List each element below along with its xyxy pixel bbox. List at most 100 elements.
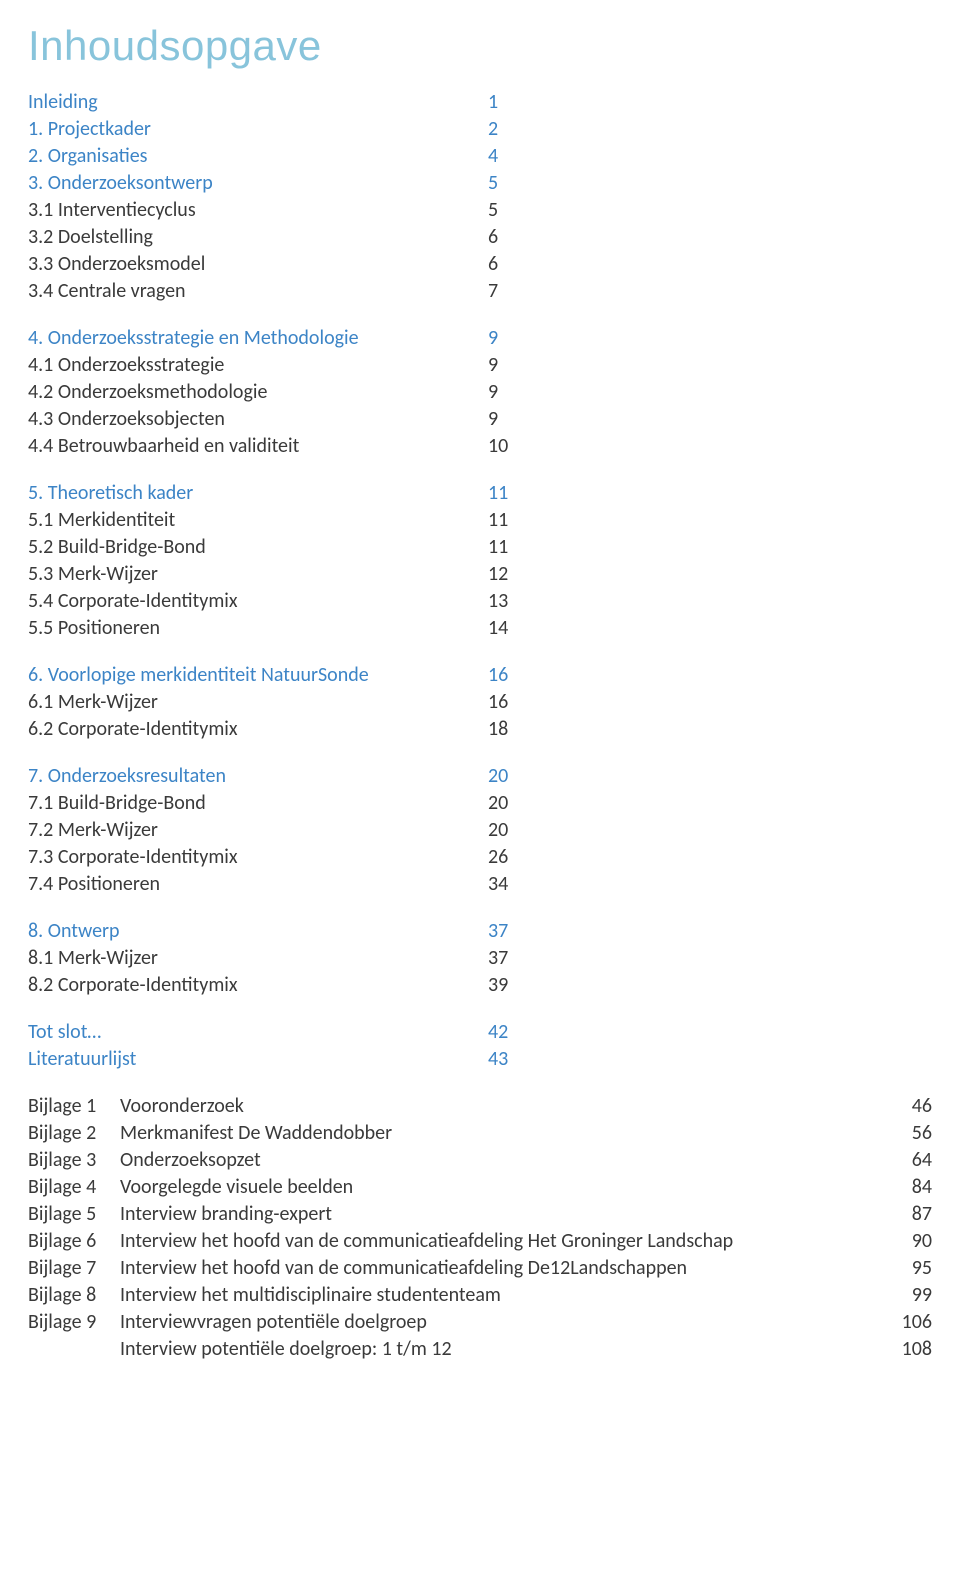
toc-page-number: 6	[488, 251, 498, 278]
toc-row: 3.4 Centrale vragen7	[28, 278, 932, 305]
toc-sub-label: 3.3 Onderzoeksmodel	[28, 251, 488, 278]
appendix-row: Bijlage 9Interviewvragen potentiële doel…	[28, 1309, 932, 1336]
appendix-title: Onderzoeksopzet	[120, 1147, 882, 1174]
toc-page-number: 16	[488, 689, 508, 716]
toc-page-number: 10	[488, 433, 508, 460]
toc-row: 7.2 Merk-Wijzer20	[28, 817, 932, 844]
appendix-row: Bijlage 5Interview branding-expert87	[28, 1201, 932, 1228]
toc-section: Tot slot…42Literatuurlijst43	[28, 1019, 932, 1073]
toc-page-number: 9	[488, 325, 498, 352]
toc-page-number: 1	[488, 89, 498, 116]
toc-page-number: 13	[488, 588, 508, 615]
appendix-row: Bijlage 3Onderzoeksopzet64	[28, 1147, 932, 1174]
toc-page-number: 4	[488, 143, 498, 170]
appendix-label: Bijlage 2	[28, 1120, 120, 1147]
toc-heading-label: 1. Projectkader	[28, 116, 488, 143]
toc-page-number: 11	[488, 480, 508, 507]
toc-row: 3. Onderzoeksontwerp5	[28, 170, 932, 197]
toc-page-number: 20	[488, 763, 508, 790]
toc-row: 8.1 Merk-Wijzer37	[28, 945, 932, 972]
toc-row: 4.1 Onderzoeksstrategie9	[28, 352, 932, 379]
toc-row: 5.3 Merk-Wijzer12	[28, 561, 932, 588]
appendix-title: Vooronderzoek	[120, 1093, 882, 1120]
toc-row: Tot slot…42	[28, 1019, 932, 1046]
toc-row: 5.4 Corporate-Identitymix13	[28, 588, 932, 615]
appendix-row: Bijlage 2Merkmanifest De Waddendobber56	[28, 1120, 932, 1147]
toc-page-number: 9	[488, 406, 498, 433]
toc-heading-label: Inleiding	[28, 89, 488, 116]
appendix-title: Interview het hoofd van de communicatiea…	[120, 1228, 882, 1255]
toc-page-number: 26	[488, 844, 508, 871]
toc-page-number: 37	[488, 945, 508, 972]
toc-sub-label: 7.3 Corporate-Identitymix	[28, 844, 488, 871]
appendix-list: Bijlage 1Vooronderzoek46Bijlage 2Merkman…	[28, 1093, 932, 1363]
toc-page-number: 6	[488, 224, 498, 251]
appendix-title: Interview het multidisciplinaire student…	[120, 1282, 882, 1309]
appendix-title: Interview het hoofd van de communicatiea…	[120, 1255, 882, 1282]
appendix-row: Bijlage 6Interview het hoofd van de comm…	[28, 1228, 932, 1255]
appendix-row: Bijlage 8Interview het multidisciplinair…	[28, 1282, 932, 1309]
toc-heading-label: 4. Onderzoeksstrategie en Methodologie	[28, 325, 488, 352]
toc-page-number: 16	[488, 662, 508, 689]
toc-heading-label: Literatuurlijst	[28, 1046, 488, 1073]
toc-row: 5.5 Positioneren14	[28, 615, 932, 642]
toc-row: 2. Organisaties4	[28, 143, 932, 170]
toc-section: 4. Onderzoeksstrategie en Methodologie94…	[28, 325, 932, 460]
toc-sub-label: 6.2 Corporate-Identitymix	[28, 716, 488, 743]
toc-page-number: 11	[488, 534, 508, 561]
toc-sub-label: 5.3 Merk-Wijzer	[28, 561, 488, 588]
appendix-row: Bijlage 7Interview het hoofd van de comm…	[28, 1255, 932, 1282]
toc-row: 5.1 Merkidentiteit11	[28, 507, 932, 534]
toc-sub-label: 7.4 Positioneren	[28, 871, 488, 898]
appendix-title: Interview potentiële doelgroep: 1 t/m 12	[120, 1336, 882, 1363]
toc-sub-label: 4.3 Onderzoeksobjecten	[28, 406, 488, 433]
toc-sub-label: 7.1 Build-Bridge-Bond	[28, 790, 488, 817]
toc-section: 8. Ontwerp378.1 Merk-Wijzer378.2 Corpora…	[28, 918, 932, 999]
toc-row: 7.3 Corporate-Identitymix26	[28, 844, 932, 871]
toc-row: 1. Projectkader2	[28, 116, 932, 143]
toc-heading-label: 8. Ontwerp	[28, 918, 488, 945]
toc-sub-label: 3.1 Interventiecyclus	[28, 197, 488, 224]
toc-sub-label: 3.2 Doelstelling	[28, 224, 488, 251]
toc-row: 8. Ontwerp37	[28, 918, 932, 945]
toc-heading-label: 3. Onderzoeksontwerp	[28, 170, 488, 197]
toc-section: 5. Theoretisch kader115.1 Merkidentiteit…	[28, 480, 932, 642]
toc-heading-label: 2. Organisaties	[28, 143, 488, 170]
toc-page-number: 12	[488, 561, 508, 588]
toc-row: 7. Onderzoeksresultaten20	[28, 763, 932, 790]
toc-sub-label: 8.2 Corporate-Identitymix	[28, 972, 488, 999]
appendix-title: Merkmanifest De Waddendobber	[120, 1120, 882, 1147]
toc-row: 4.4 Betrouwbaarheid en validiteit10	[28, 433, 932, 460]
toc-page-number: 9	[488, 379, 498, 406]
appendix-page-number: 87	[882, 1201, 932, 1228]
toc-row: 4.2 Onderzoeksmethodologie9	[28, 379, 932, 406]
toc-row: 3.1 Interventiecyclus5	[28, 197, 932, 224]
appendix-label: Bijlage 3	[28, 1147, 120, 1174]
appendix-label: Bijlage 5	[28, 1201, 120, 1228]
toc-sub-label: 8.1 Merk-Wijzer	[28, 945, 488, 972]
toc-row: Literatuurlijst43	[28, 1046, 932, 1073]
toc-row: 4.3 Onderzoeksobjecten9	[28, 406, 932, 433]
toc-row: 6. Voorlopige merkidentiteit NatuurSonde…	[28, 662, 932, 689]
toc-row: 6.1 Merk-Wijzer16	[28, 689, 932, 716]
appendix-page-number: 56	[882, 1120, 932, 1147]
toc-row: 3.3 Onderzoeksmodel6	[28, 251, 932, 278]
toc-row: 7.1 Build-Bridge-Bond20	[28, 790, 932, 817]
toc-section: 7. Onderzoeksresultaten207.1 Build-Bridg…	[28, 763, 932, 898]
toc-sub-label: 4.2 Onderzoeksmethodologie	[28, 379, 488, 406]
toc-sub-label: 7.2 Merk-Wijzer	[28, 817, 488, 844]
toc-sub-label: 4.1 Onderzoeksstrategie	[28, 352, 488, 379]
toc-page-number: 42	[488, 1019, 508, 1046]
appendix-label: Bijlage 6	[28, 1228, 120, 1255]
toc-page-number: 7	[488, 278, 498, 305]
toc-row: 5.2 Build-Bridge-Bond11	[28, 534, 932, 561]
toc-page-number: 9	[488, 352, 498, 379]
toc-row: 3.2 Doelstelling6	[28, 224, 932, 251]
appendix-row: Bijlage 4Voorgelegde visuele beelden84	[28, 1174, 932, 1201]
appendix-title: Voorgelegde visuele beelden	[120, 1174, 882, 1201]
toc-row: 7.4 Positioneren34	[28, 871, 932, 898]
toc-page-number: 20	[488, 790, 508, 817]
appendix-label: Bijlage 8	[28, 1282, 120, 1309]
appendix-page-number: 99	[882, 1282, 932, 1309]
toc-section: 6. Voorlopige merkidentiteit NatuurSonde…	[28, 662, 932, 743]
